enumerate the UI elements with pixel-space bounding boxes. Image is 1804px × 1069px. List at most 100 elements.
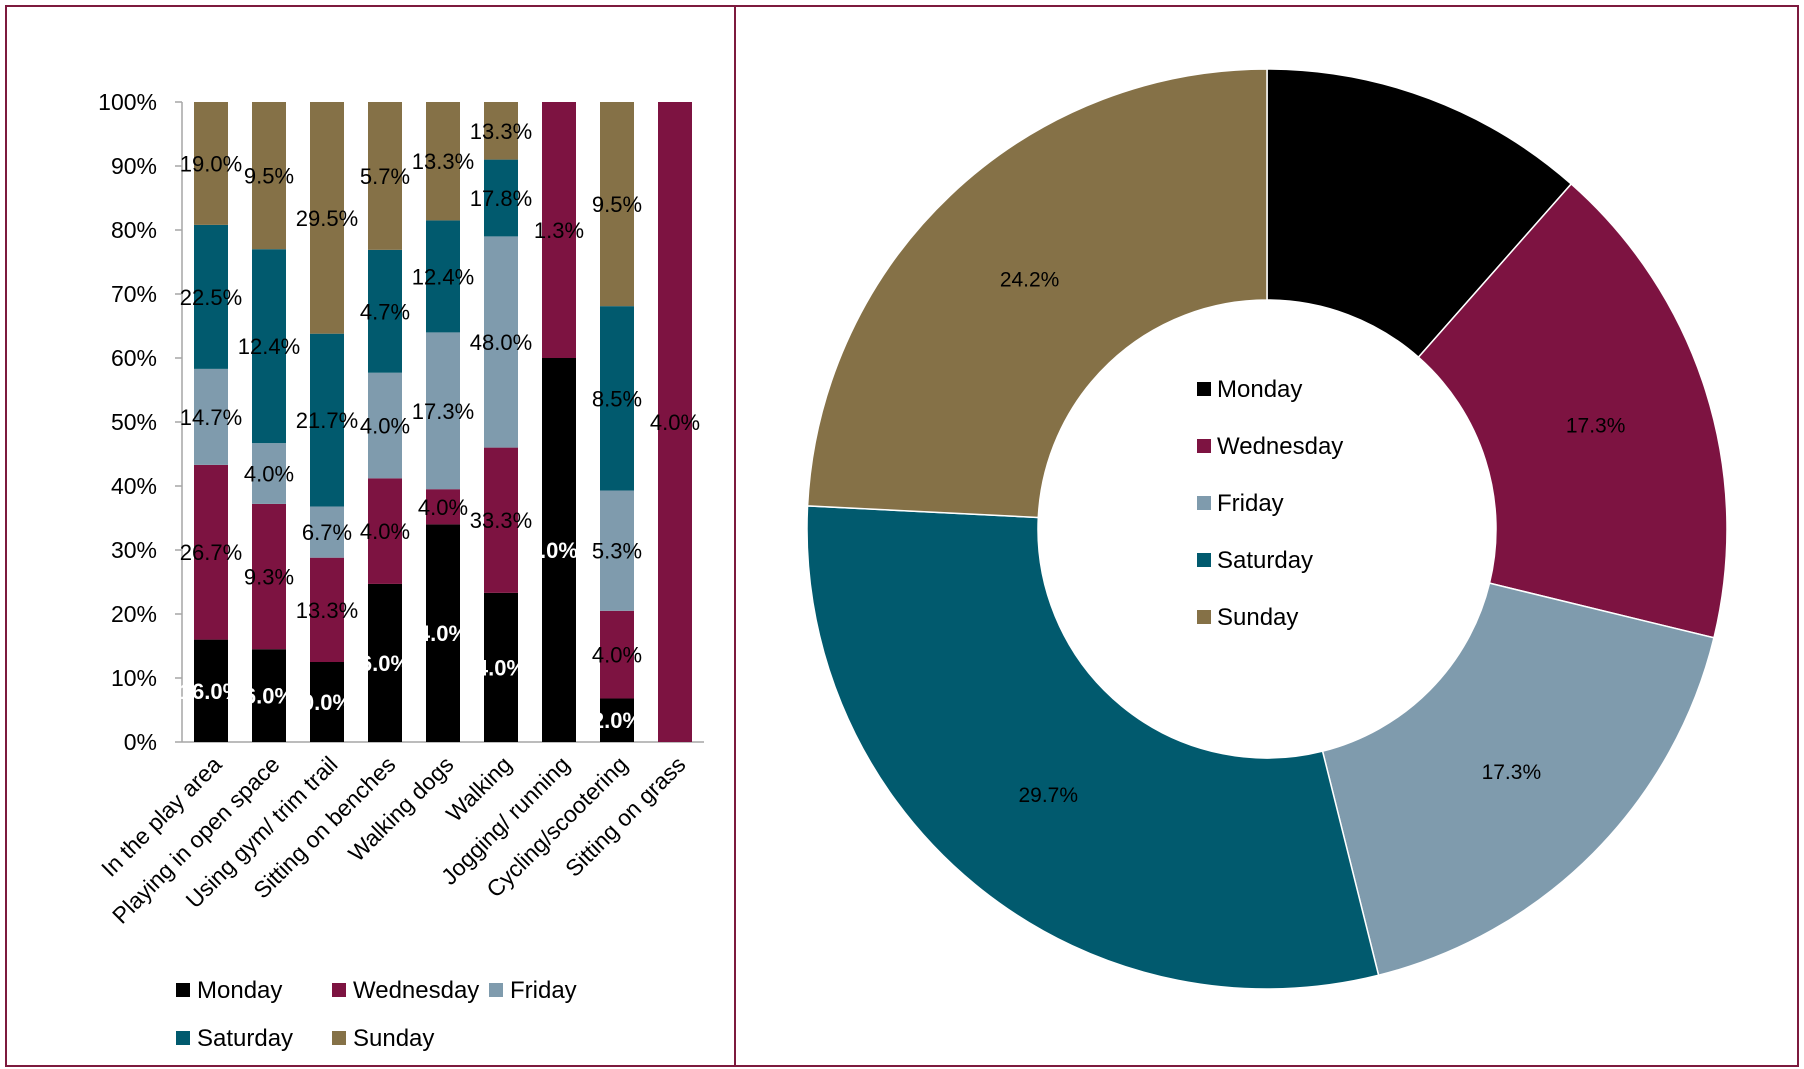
bar-data-label: 17.3% (412, 399, 474, 424)
bar-data-label: 9.5% (592, 192, 642, 217)
bar-segment-sunday (310, 102, 344, 334)
legend-swatch-monday (176, 983, 190, 997)
bar-segment-wednesday (368, 478, 402, 584)
donut-legend-swatch-friday (1197, 496, 1211, 510)
bar-chart-legend: Monday Wednesday Friday Saturday Sunday (176, 977, 577, 1052)
bar-segment-wednesday (194, 464, 228, 640)
donut-slice-monday (1266, 68, 1573, 359)
y-tick-label: 70% (111, 281, 157, 307)
bar-data-label: 48.0% (470, 330, 532, 355)
bar-segment-monday (484, 592, 518, 742)
bar-data-label: 4.0% (360, 414, 410, 439)
bar-data-label: 9.3% (244, 565, 294, 590)
donut-chart: 11.5% 17.3% 17.3% 29.7% 24.2% Monday Wednesda… (806, 68, 1728, 990)
bar-segment-sunday (368, 102, 402, 250)
y-tick-label: 50% (111, 409, 157, 435)
legend-swatch-sunday (332, 1031, 346, 1045)
bar-segment-friday (600, 490, 634, 611)
bar-data-label: 16.0% (180, 679, 242, 704)
bar-segment-saturday (310, 333, 344, 507)
legend-swatch-wednesday (332, 983, 346, 997)
y-tick-label: 80% (111, 217, 157, 243)
bar-data-label: 4.0% (418, 495, 468, 520)
bar-data-label: 4.0% (592, 643, 642, 668)
donut-legend-swatch-wednesday (1197, 439, 1211, 453)
panel-borders (5, 5, 1799, 1067)
legend-label-friday: Friday (510, 977, 577, 1004)
bar-data-label: 4.0% (418, 621, 468, 646)
bar-segment-monday (600, 698, 634, 742)
bar-data-label: 6.0% (244, 684, 294, 709)
donut-slice-wednesday (1417, 182, 1728, 639)
bar-data-label: 26.7% (180, 540, 242, 565)
bar-data-label: 4.7% (360, 299, 410, 324)
bar-data-label: 4.0% (360, 519, 410, 544)
bar-segment-saturday (194, 224, 228, 369)
bar-data-label: 9.5% (244, 164, 294, 189)
donut-legend-label-friday: Friday (1217, 490, 1284, 517)
y-tick-label: 20% (111, 601, 157, 627)
bar-data-label: 13.3% (296, 598, 358, 623)
bar-data-label: 4.0% (476, 655, 526, 680)
donut-legend-label-monday: Monday (1217, 376, 1302, 403)
outer-frame (5, 5, 1799, 1067)
bar-data-label: 2.0% (592, 708, 642, 733)
donut-data-labels: 11.5% 17.3% 17.3% 29.7% 24.2% (1000, 196, 1626, 807)
legend-label-sunday: Sunday (353, 1025, 434, 1052)
donut-slice-saturday (806, 505, 1380, 990)
y-tick-label: 60% (111, 345, 157, 371)
bar-data-label: 4.0% (244, 462, 294, 487)
bar-data-label: 6.0% (360, 651, 410, 676)
bar-data-label: 1.3% (534, 218, 584, 243)
bar-segment-sunday (426, 102, 460, 221)
donut-legend-swatch-sunday (1197, 610, 1211, 624)
bar-segment-friday (368, 372, 402, 479)
donut-data-label: 29.7% (1018, 784, 1078, 807)
bar-segment-friday (252, 443, 286, 504)
bar-data-label: 17.8% (470, 186, 532, 211)
bar-segment-monday (194, 639, 228, 742)
bar-segment-friday (194, 368, 228, 465)
donut-data-label: 17.3% (1482, 761, 1542, 784)
bar-segment-sunday (194, 102, 228, 225)
bar-segment-saturday (600, 306, 634, 491)
bar-segment-saturday (426, 220, 460, 333)
y-tick-label: 40% (111, 473, 157, 499)
bar-data-label: 0.0% (302, 690, 352, 715)
bar-segment-monday (426, 524, 460, 742)
legend-label-monday: Monday (197, 977, 282, 1004)
bar-data-label: 19.0% (180, 151, 242, 176)
donut-legend-label-sunday: Sunday (1217, 604, 1298, 631)
donut-legend: Monday Wednesday Friday Saturday Sunday (1197, 376, 1343, 631)
donut-slice-friday (1321, 582, 1715, 977)
bar-segment-wednesday (252, 503, 286, 650)
bar-segment-friday (426, 332, 460, 490)
legend-swatch-saturday (176, 1031, 190, 1045)
bar-segment-saturday (252, 249, 286, 444)
bar-segment-friday (310, 506, 344, 558)
donut-legend-swatch-saturday (1197, 553, 1211, 567)
bar-data-label: 22.5% (180, 285, 242, 310)
bar-segment-saturday (484, 159, 518, 237)
bar-data-label: 21.7% (296, 408, 358, 433)
bar-segment-monday (368, 583, 402, 742)
donut-slices (806, 68, 1728, 990)
donut-legend-swatch-monday (1197, 382, 1211, 396)
bar-segment-monday (252, 649, 286, 742)
bar-segments (194, 102, 692, 742)
bar-segment-monday (542, 358, 576, 742)
bar-data-labels: 16.0% 26.7% 14.7% 22.5% 19.0% 6.0% 9.3% 4.0% 12.… (180, 119, 700, 733)
donut-legend-label-saturday: Saturday (1217, 547, 1313, 574)
bar-segment-wednesday (600, 610, 634, 699)
y-tick-label: 0% (124, 729, 157, 755)
bar-segment-monday (310, 662, 344, 742)
bar-data-label: 6.7% (302, 520, 352, 545)
bar-data-label: 12.4% (238, 334, 300, 359)
y-axis: 0% 10% 20% 30% 40% 50% 60% 70% 80% 90% 100% (98, 89, 704, 755)
bar-segment-sunday (252, 102, 286, 250)
bar-segment-wednesday (542, 102, 576, 358)
bar-data-label: 5.7% (360, 164, 410, 189)
y-tick-label: 30% (111, 537, 157, 563)
bar-data-label: 13.3% (470, 119, 532, 144)
